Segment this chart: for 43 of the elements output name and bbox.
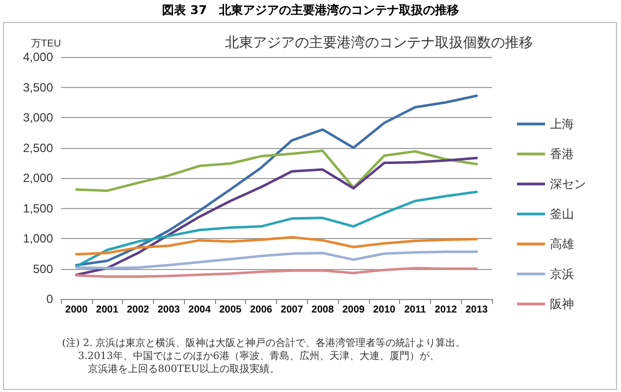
x-tick-label: 2012 [434,304,458,316]
x-tick-label: 2010 [373,304,396,316]
x-tick-label: 2003 [158,304,180,316]
legend-label: 香港 [550,147,574,161]
y-axis-title: 万TEU [31,38,61,50]
line-series [75,266,478,278]
x-tick-label: 2011 [404,304,426,316]
text: 3.2013年、中国ではこのほか6港（寧波、青島、広州、天津、大連、厦門）が、 [77,350,440,363]
chart-subtitle: 北東アジアの主要港湾のコンテナ取扱個数の推移 [225,35,533,51]
legend-label: 阪神 [550,297,574,311]
y-tick-label: 500 [32,262,54,276]
x-tick-label: 2001 [96,304,119,316]
y-tick-label: 2,500 [22,140,54,155]
x-tick-label: 2009 [342,304,366,316]
legend-label: 上海 [550,117,574,131]
x-tick-label: 2002 [126,304,150,316]
text: 京浜港を上回る800TEU以上の取扱実績。 [87,363,280,376]
line-series [75,236,478,256]
x-tick-label: 2000 [65,304,88,316]
y-tick-label: 1,500 [22,201,54,216]
text: (注) 2. 京浜は東京と横浜、阪神は大阪と神戸の合計で、各港湾管理者等の統計より算出。 [62,337,466,350]
x-tick-label: 2004 [188,304,212,316]
y-tick-label: 2,000 [22,171,54,185]
y-tick-label: 0 [46,292,54,306]
y-tick-label: 4,000 [22,50,54,64]
x-tick-label: 2006 [250,304,273,316]
legend-label: 釜山 [550,207,574,221]
line-series [75,190,478,268]
legend-label: 高雄 [550,237,574,251]
line-series [75,156,478,276]
x-tick-label: 2008 [312,304,334,316]
y-tick-label: 1,000 [22,232,54,246]
x-tick-label: 2005 [219,304,242,316]
line-series [75,94,478,266]
y-tick-label: 3,000 [22,110,54,124]
legend-label: 深セン [550,177,586,191]
x-tick-label: 2013 [465,304,488,316]
chart-title: 図表 37 北東アジアの主要港湾のコンテナ取扱の推移 [161,2,460,19]
y-tick-label: 3,500 [22,80,54,94]
line-series [75,150,478,192]
legend-label: 京浜 [550,267,574,281]
line-series [75,250,478,270]
x-tick-label: 2007 [280,304,304,316]
